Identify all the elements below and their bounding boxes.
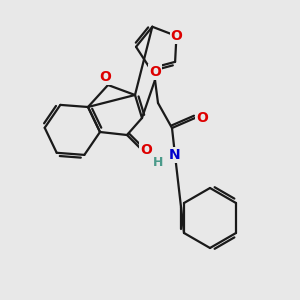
- Text: O: O: [140, 143, 152, 157]
- Text: O: O: [196, 111, 208, 125]
- Text: O: O: [99, 70, 111, 84]
- Text: O: O: [149, 65, 161, 79]
- Text: O: O: [170, 29, 182, 43]
- Text: H: H: [153, 155, 163, 169]
- Text: N: N: [169, 148, 181, 162]
